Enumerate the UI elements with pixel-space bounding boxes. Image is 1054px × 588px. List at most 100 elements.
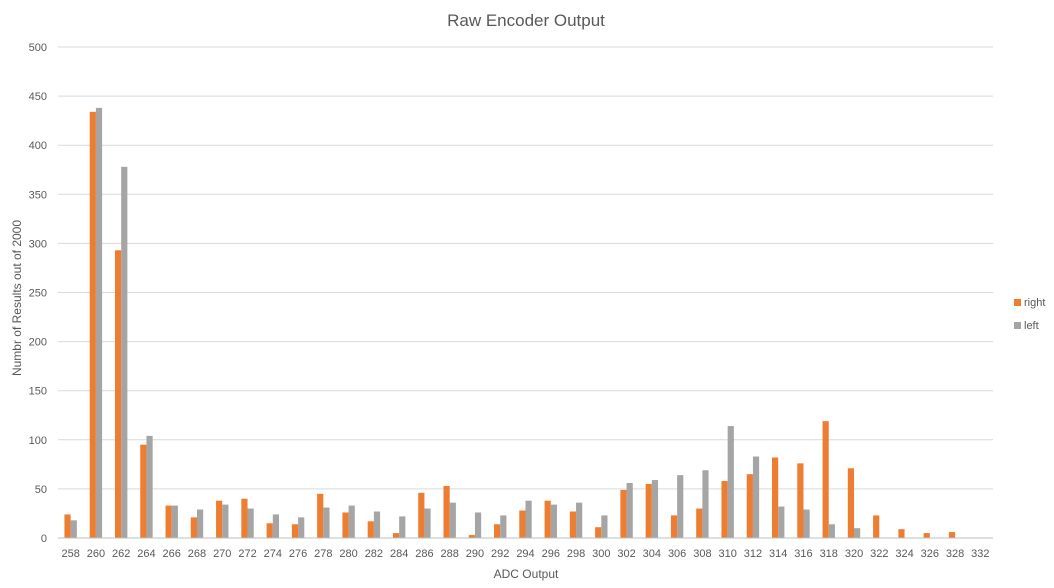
x-tick-label: 310 — [718, 548, 736, 560]
bar-right — [873, 515, 880, 538]
x-tick-label: 278 — [314, 548, 332, 560]
y-tick-label: 0 — [41, 533, 47, 545]
bar-left — [171, 505, 178, 538]
bar-right — [721, 481, 728, 538]
y-tick-label: 50 — [35, 484, 47, 496]
bar-right — [822, 421, 829, 538]
legend-swatch-left — [1014, 322, 1021, 329]
bar-left — [525, 500, 532, 538]
bar-left — [196, 509, 204, 538]
bar-left — [854, 528, 861, 538]
x-tick-label: 320 — [845, 548, 863, 560]
bar-right — [216, 500, 223, 538]
bar-right — [620, 489, 627, 538]
bar-right — [595, 527, 602, 538]
x-tick-label: 262 — [112, 548, 130, 560]
x-tick-label: 264 — [137, 548, 155, 560]
bar-left — [121, 166, 128, 538]
x-tick-label: 318 — [820, 548, 838, 560]
bar-left — [702, 470, 709, 538]
bar-left — [500, 515, 507, 538]
y-axis-ticks: 0 50 100 150 200 250 300 350 400 450 500 — [29, 42, 47, 545]
bar-right — [64, 514, 71, 538]
x-tick-label: 260 — [87, 548, 105, 560]
bar-right — [468, 535, 475, 538]
y-tick-label: 250 — [29, 288, 47, 300]
bar-left — [95, 107, 103, 538]
bar-left — [576, 502, 583, 538]
bar-right — [392, 533, 400, 538]
gridlines — [58, 46, 993, 490]
bar-right — [317, 493, 324, 538]
x-tick-label: 306 — [668, 548, 686, 560]
bar-right — [190, 517, 197, 538]
x-tick-label: 324 — [895, 548, 913, 560]
bar-left — [323, 507, 330, 538]
x-tick-label: 326 — [921, 548, 939, 560]
bar-left — [626, 483, 633, 538]
bar-left — [550, 504, 557, 538]
x-tick-label: 300 — [592, 548, 610, 560]
legend-label-right: right — [1024, 297, 1045, 309]
x-tick-label: 332 — [971, 548, 989, 560]
bar-left — [651, 480, 659, 538]
x-tick-label: 282 — [365, 548, 383, 560]
bar-right — [898, 529, 905, 538]
y-tick-label: 350 — [29, 189, 47, 201]
bar-left — [146, 435, 153, 538]
bar-left — [272, 514, 279, 538]
bar-left — [778, 506, 785, 538]
bar-right — [519, 510, 526, 538]
bar-right — [948, 532, 956, 538]
x-tick-label: 268 — [188, 548, 206, 560]
bar-right — [291, 524, 299, 538]
y-tick-label: 100 — [29, 435, 47, 447]
bar-right — [847, 468, 855, 538]
x-tick-label: 284 — [390, 548, 408, 560]
bar-left — [424, 508, 431, 538]
bar-left — [474, 512, 482, 538]
y-tick-label: 200 — [29, 337, 47, 349]
x-tick-label: 308 — [693, 548, 711, 560]
x-tick-label: 258 — [61, 548, 79, 560]
bar-left — [399, 516, 406, 538]
bar-right — [140, 444, 147, 538]
x-tick-label: 296 — [542, 548, 560, 560]
bar-left — [70, 520, 77, 538]
bar-right — [443, 485, 450, 538]
x-tick-label: 316 — [794, 548, 812, 560]
bar-right — [670, 515, 678, 538]
bar-left — [752, 456, 760, 538]
x-tick-label: 272 — [238, 548, 256, 560]
bar-left — [449, 502, 456, 538]
legend: right left — [1014, 297, 1045, 332]
x-tick-label: 294 — [516, 548, 534, 560]
y-tick-label: 400 — [29, 140, 47, 152]
x-tick-label: 302 — [617, 548, 635, 560]
x-tick-label: 314 — [769, 548, 787, 560]
bar-right — [89, 111, 96, 538]
bar-right — [241, 498, 248, 538]
bar-right — [696, 508, 703, 538]
bar-right — [367, 521, 374, 538]
x-tick-label: 312 — [744, 548, 762, 560]
y-tick-label: 450 — [29, 91, 47, 103]
x-axis-label: ADC Output — [494, 567, 559, 581]
bar-right — [342, 512, 349, 538]
bar-right — [645, 483, 652, 538]
y-tick-label: 500 — [29, 42, 47, 54]
bar-right — [797, 463, 804, 538]
x-tick-label: 280 — [339, 548, 357, 560]
bar-right — [114, 250, 122, 539]
y-tick-label: 150 — [29, 386, 47, 398]
bar-right — [266, 523, 273, 538]
x-axis-ticks: 258 260 262 264 266 268 270 272 274 276 278 280 282 2… — [61, 548, 989, 560]
bar-left — [222, 504, 229, 538]
bar-left — [601, 515, 608, 538]
bar-left — [247, 508, 254, 538]
bar-right — [569, 511, 577, 538]
x-tick-label: 292 — [491, 548, 509, 560]
bar-left — [803, 509, 810, 538]
bar-left — [677, 475, 684, 538]
